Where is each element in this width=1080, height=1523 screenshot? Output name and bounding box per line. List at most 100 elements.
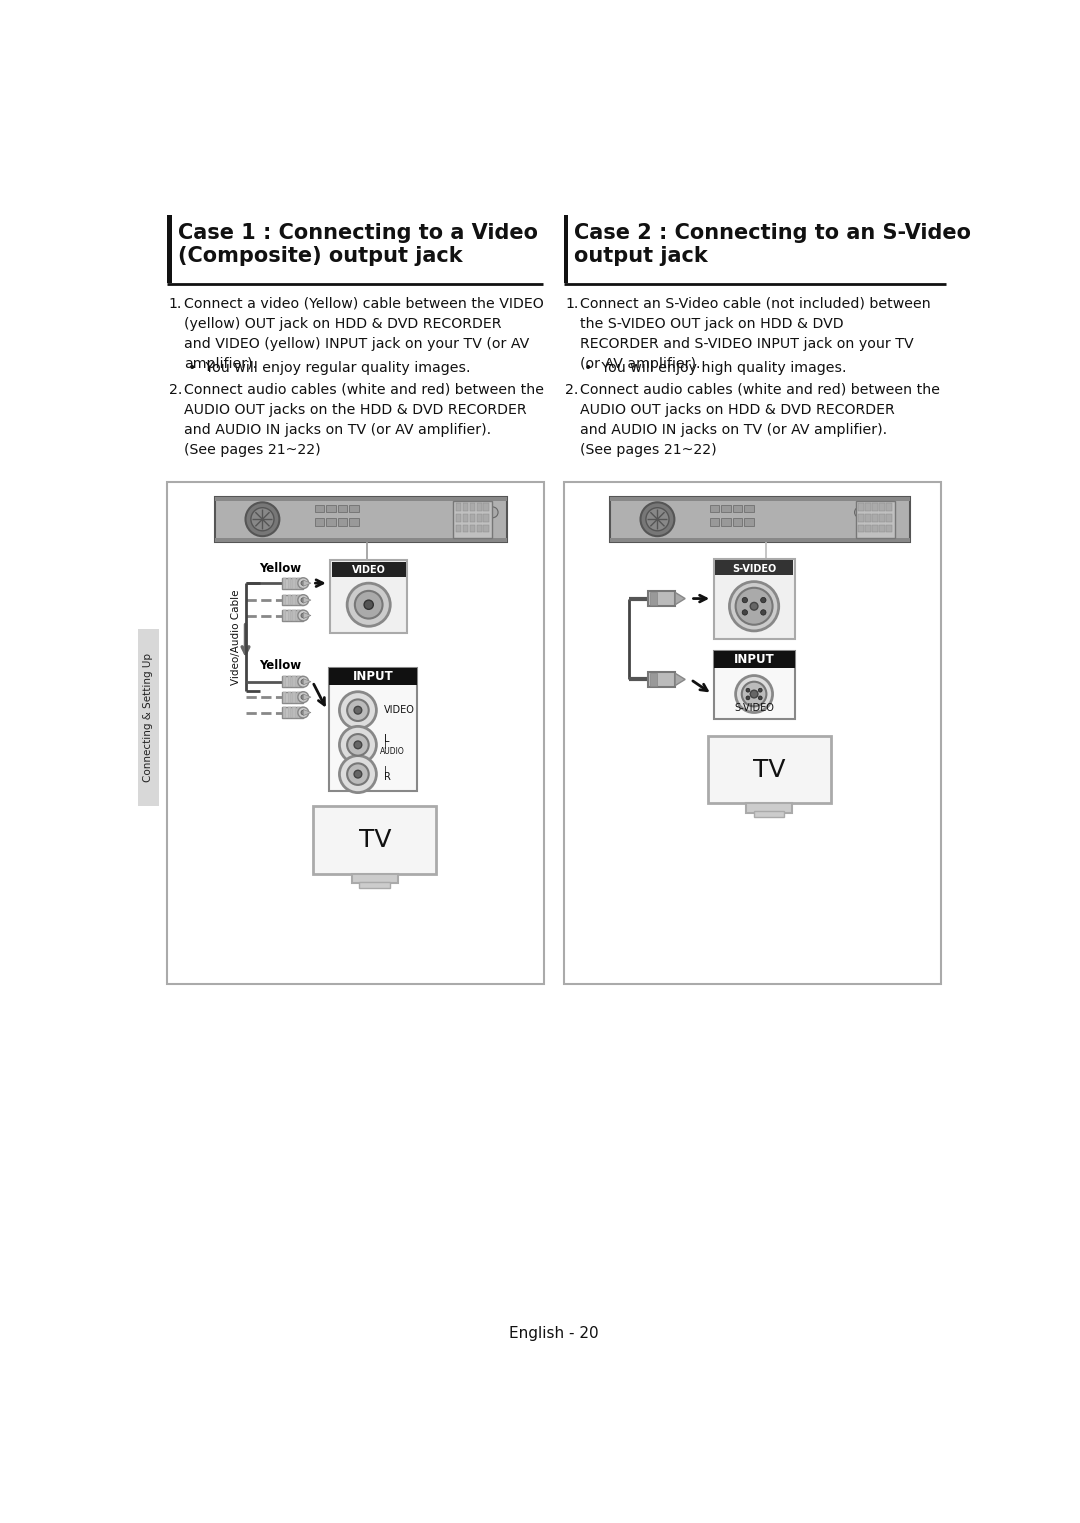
Circle shape	[339, 755, 377, 792]
Bar	[352, 874, 397, 883]
Bar	[282, 594, 303, 606]
Bar	[886, 524, 891, 533]
Bar	[288, 676, 291, 687]
Bar	[338, 518, 347, 525]
Bar	[297, 594, 300, 606]
Bar	[328, 669, 417, 685]
Bar	[297, 611, 300, 621]
Bar	[476, 503, 482, 510]
Bar	[470, 503, 475, 510]
Bar	[879, 503, 885, 510]
Circle shape	[301, 679, 306, 684]
Bar	[733, 518, 742, 525]
Bar	[744, 518, 754, 525]
Text: S-VIDEO: S-VIDEO	[732, 564, 777, 574]
Bar	[865, 524, 870, 533]
Bar	[330, 560, 407, 634]
Bar	[167, 481, 544, 984]
Text: INPUT: INPUT	[352, 670, 393, 682]
Bar	[283, 594, 286, 606]
Text: •  You will enjoy regular quality images.: • You will enjoy regular quality images.	[188, 361, 470, 375]
Bar	[721, 504, 730, 512]
Circle shape	[355, 591, 382, 618]
Bar	[879, 513, 885, 521]
Polygon shape	[303, 710, 311, 716]
Bar	[873, 524, 878, 533]
Circle shape	[301, 599, 306, 603]
Text: Yellow: Yellow	[259, 562, 301, 576]
Bar	[215, 496, 508, 501]
Circle shape	[735, 676, 772, 713]
Text: (Composite) output jack: (Composite) output jack	[178, 245, 462, 267]
Polygon shape	[303, 580, 311, 586]
Bar	[215, 496, 508, 542]
Circle shape	[354, 771, 362, 778]
Bar	[470, 513, 475, 521]
Text: Video/Audio Cable: Video/Audio Cable	[231, 589, 241, 685]
Circle shape	[460, 507, 471, 518]
Circle shape	[354, 742, 362, 749]
Bar	[456, 524, 461, 533]
Text: 2.: 2.	[168, 382, 181, 398]
Circle shape	[364, 600, 374, 609]
Bar	[282, 577, 303, 588]
Polygon shape	[303, 679, 311, 685]
Bar	[288, 594, 291, 606]
Bar	[332, 562, 406, 577]
Bar	[293, 611, 296, 621]
Circle shape	[347, 699, 368, 720]
Bar	[313, 807, 436, 874]
Circle shape	[751, 603, 758, 611]
Bar	[314, 504, 324, 512]
Bar	[283, 707, 286, 717]
Bar	[283, 577, 286, 588]
Circle shape	[735, 588, 772, 624]
Bar	[314, 518, 324, 525]
Bar	[564, 215, 568, 283]
Bar	[454, 501, 491, 538]
Circle shape	[746, 696, 750, 699]
Text: English - 20: English - 20	[509, 1327, 598, 1342]
Bar	[288, 611, 291, 621]
Circle shape	[868, 507, 879, 518]
Bar	[714, 650, 795, 669]
Bar	[283, 611, 286, 621]
Text: INPUT: INPUT	[733, 653, 774, 666]
Bar	[350, 518, 359, 525]
Bar	[282, 707, 303, 717]
Bar	[744, 504, 754, 512]
Circle shape	[742, 597, 747, 603]
Bar	[873, 503, 878, 510]
Circle shape	[487, 507, 498, 518]
Bar	[282, 611, 303, 621]
Circle shape	[746, 688, 750, 691]
Bar	[293, 594, 296, 606]
Circle shape	[347, 583, 390, 626]
Bar	[297, 676, 300, 687]
Bar	[297, 691, 300, 702]
Bar	[873, 513, 878, 521]
Bar	[462, 503, 468, 510]
Polygon shape	[303, 597, 311, 603]
Bar	[746, 803, 793, 813]
Polygon shape	[303, 612, 311, 618]
Text: |: |	[384, 740, 387, 749]
Bar	[650, 592, 658, 605]
Circle shape	[245, 503, 280, 536]
Bar	[167, 215, 172, 283]
Circle shape	[301, 710, 306, 714]
Circle shape	[251, 507, 274, 532]
Bar	[288, 691, 291, 702]
Text: |: |	[384, 766, 387, 775]
Bar	[484, 513, 489, 521]
Bar	[484, 524, 489, 533]
Text: output jack: output jack	[575, 245, 708, 267]
Bar	[293, 691, 296, 702]
Bar	[297, 707, 300, 717]
Bar	[338, 504, 347, 512]
Bar	[476, 513, 482, 521]
Bar	[470, 524, 475, 533]
Text: Connect an S-Video cable (not included) between
the S-VIDEO OUT jack on HDD & DV: Connect an S-Video cable (not included) …	[580, 297, 931, 372]
Circle shape	[298, 676, 309, 687]
Polygon shape	[675, 673, 685, 685]
